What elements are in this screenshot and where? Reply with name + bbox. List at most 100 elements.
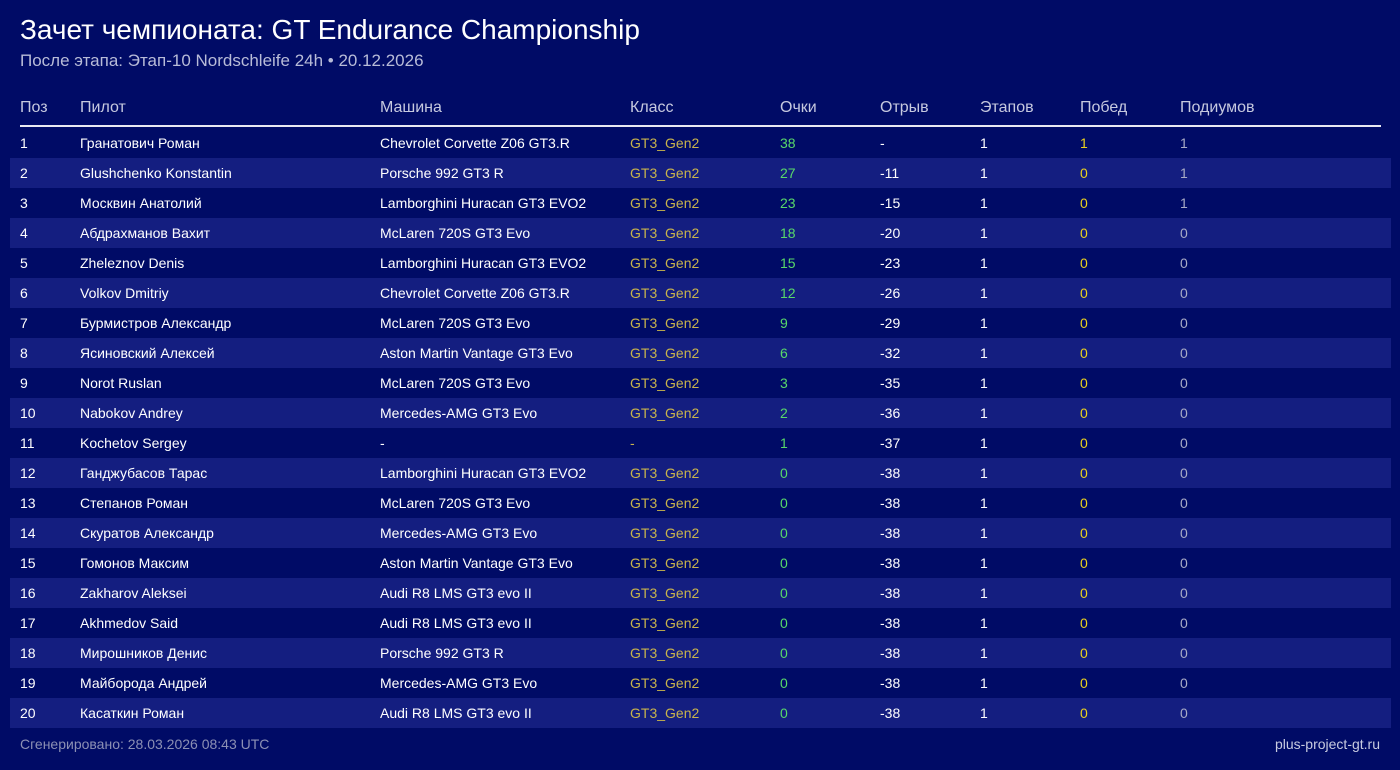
- cell-stages: 1: [980, 525, 988, 541]
- site-link[interactable]: plus-project-gt.ru: [1274, 736, 1380, 752]
- cell-driver: Гранатович Роман: [80, 135, 200, 151]
- cell-class: GT3_Gen2: [630, 195, 700, 211]
- cell-wins: 0: [1080, 435, 1088, 451]
- cell-car: McLaren 720S GT3 Evo: [380, 225, 531, 241]
- cell-class: GT3_Gen2: [630, 585, 700, 601]
- column-header-class: Класс: [630, 99, 674, 116]
- cell-gap: -38: [880, 555, 901, 571]
- cell-points: 27: [780, 165, 796, 181]
- cell-class: GT3_Gen2: [630, 465, 700, 481]
- cell-class: GT3_Gen2: [630, 525, 700, 541]
- cell-stages: 1: [980, 465, 988, 481]
- cell-points: 38: [780, 135, 796, 151]
- cell-driver: Майборода Андрей: [80, 675, 207, 691]
- cell-stages: 1: [980, 495, 988, 511]
- cell-class: GT3_Gen2: [630, 315, 700, 331]
- cell-car: Audi R8 LMS GT3 evo II: [380, 585, 532, 601]
- cell-car: McLaren 720S GT3 Evo: [380, 495, 531, 511]
- cell-class: GT3_Gen2: [630, 405, 700, 421]
- cell-wins: 0: [1080, 255, 1088, 271]
- cell-gap: -23: [880, 255, 901, 271]
- table-row: 1 Гранатович Роман Chevrolet Corvette Z06 …: [10, 128, 1391, 158]
- cell-driver: Бурмистров Александр: [80, 315, 232, 331]
- cell-car: Audi R8 LMS GT3 evo II: [380, 705, 532, 721]
- cell-driver: Norot Ruslan: [80, 375, 162, 391]
- cell-gap: -38: [880, 615, 901, 631]
- cell-car: -: [380, 435, 385, 451]
- cell-position: 6: [20, 285, 28, 301]
- cell-gap: -38: [880, 705, 901, 721]
- cell-class: GT3_Gen2: [630, 285, 700, 301]
- cell-gap: -15: [880, 195, 901, 211]
- cell-gap: -26: [880, 285, 901, 301]
- cell-stages: 1: [980, 255, 988, 271]
- cell-gap: -37: [880, 435, 901, 451]
- cell-position: 10: [20, 405, 36, 421]
- cell-class: GT3_Gen2: [630, 555, 700, 571]
- cell-driver: Москвин Анатолий: [80, 195, 202, 211]
- cell-wins: 0: [1080, 345, 1088, 361]
- cell-car: Lamborghini Huracan GT3 EVO2: [380, 465, 587, 481]
- cell-car: Mercedes-AMG GT3 Evo: [380, 525, 538, 541]
- cell-position: 14: [20, 525, 36, 541]
- cell-driver: Kochetov Sergey: [80, 435, 187, 451]
- cell-points: 2: [780, 405, 788, 421]
- table-header: Поз Пилот Машина Класс Очки Отрыв Этапов…: [20, 99, 1380, 119]
- cell-podiums: 0: [1180, 705, 1188, 721]
- cell-stages: 1: [980, 315, 988, 331]
- cell-podiums: 0: [1180, 495, 1188, 511]
- cell-stages: 1: [980, 225, 988, 241]
- table-row: 3 Москвин Анатолий Lamborghini Huracan GT3…: [10, 188, 1391, 218]
- cell-class: GT3_Gen2: [630, 645, 700, 661]
- cell-stages: 1: [980, 555, 988, 571]
- cell-position: 12: [20, 465, 36, 481]
- cell-podiums: 0: [1180, 375, 1188, 391]
- page-subtitle: После этапа: Этап-10 Nordschleife 24h • …: [20, 51, 424, 70]
- cell-points: 0: [780, 585, 788, 601]
- table-row: 14 Скуратов Александр Mercedes-AMG GT3 Evo…: [10, 518, 1391, 548]
- cell-class: GT3_Gen2: [630, 225, 700, 241]
- cell-wins: 0: [1080, 375, 1088, 391]
- table-row: 8 Ясиновский Алексей Aston Martin Vantage …: [10, 338, 1391, 368]
- cell-car: Aston Martin Vantage GT3 Evo: [380, 345, 573, 361]
- cell-gap: -38: [880, 585, 901, 601]
- cell-car: Audi R8 LMS GT3 evo II: [380, 615, 532, 631]
- cell-wins: 0: [1080, 705, 1088, 721]
- cell-podiums: 0: [1180, 285, 1188, 301]
- cell-position: 3: [20, 195, 28, 211]
- cell-gap: -36: [880, 405, 901, 421]
- cell-points: 0: [780, 645, 788, 661]
- cell-podiums: 0: [1180, 585, 1188, 601]
- cell-points: 18: [780, 225, 796, 241]
- table-row: 5 Zheleznov Denis Lamborghini Huracan GT3 …: [10, 248, 1391, 278]
- table-row: 9 Norot Ruslan McLaren 720S GT3 Evo GT3_Gen…: [10, 368, 1391, 398]
- cell-car: Chevrolet Corvette Z06 GT3.R: [380, 285, 570, 301]
- cell-stages: 1: [980, 705, 988, 721]
- cell-class: GT3_Gen2: [630, 135, 700, 151]
- cell-podiums: 0: [1180, 555, 1188, 571]
- cell-position: 15: [20, 555, 36, 571]
- cell-podiums: 0: [1180, 225, 1188, 241]
- cell-gap: -20: [880, 225, 901, 241]
- table-row: 2 Glushchenko Konstantin Porsche 992 GT3 R…: [10, 158, 1391, 188]
- cell-stages: 1: [980, 375, 988, 391]
- cell-position: 5: [20, 255, 28, 271]
- cell-stages: 1: [980, 135, 988, 151]
- cell-wins: 1: [1080, 135, 1088, 151]
- cell-stages: 1: [980, 195, 988, 211]
- column-header-car: Машина: [380, 99, 442, 116]
- table-row: 7 Бурмистров Александр McLaren 720S GT3 Ev…: [10, 308, 1391, 338]
- cell-driver: Zheleznov Denis: [80, 255, 185, 271]
- cell-podiums: 0: [1180, 525, 1188, 541]
- cell-position: 7: [20, 315, 28, 331]
- column-header-driver: Пилот: [80, 99, 126, 116]
- cell-class: GT3_Gen2: [630, 165, 700, 181]
- cell-position: 16: [20, 585, 36, 601]
- cell-driver: Volkov Dmitriy: [80, 285, 169, 301]
- cell-points: 0: [780, 525, 788, 541]
- standings-table-body: 1 Гранатович Роман Chevrolet Corvette Z06 …: [10, 128, 1391, 728]
- cell-position: 9: [20, 375, 28, 391]
- cell-wins: 0: [1080, 315, 1088, 331]
- cell-podiums: 0: [1180, 615, 1188, 631]
- table-row: 13 Степанов Роман McLaren 720S GT3 Evo GT3_…: [10, 488, 1391, 518]
